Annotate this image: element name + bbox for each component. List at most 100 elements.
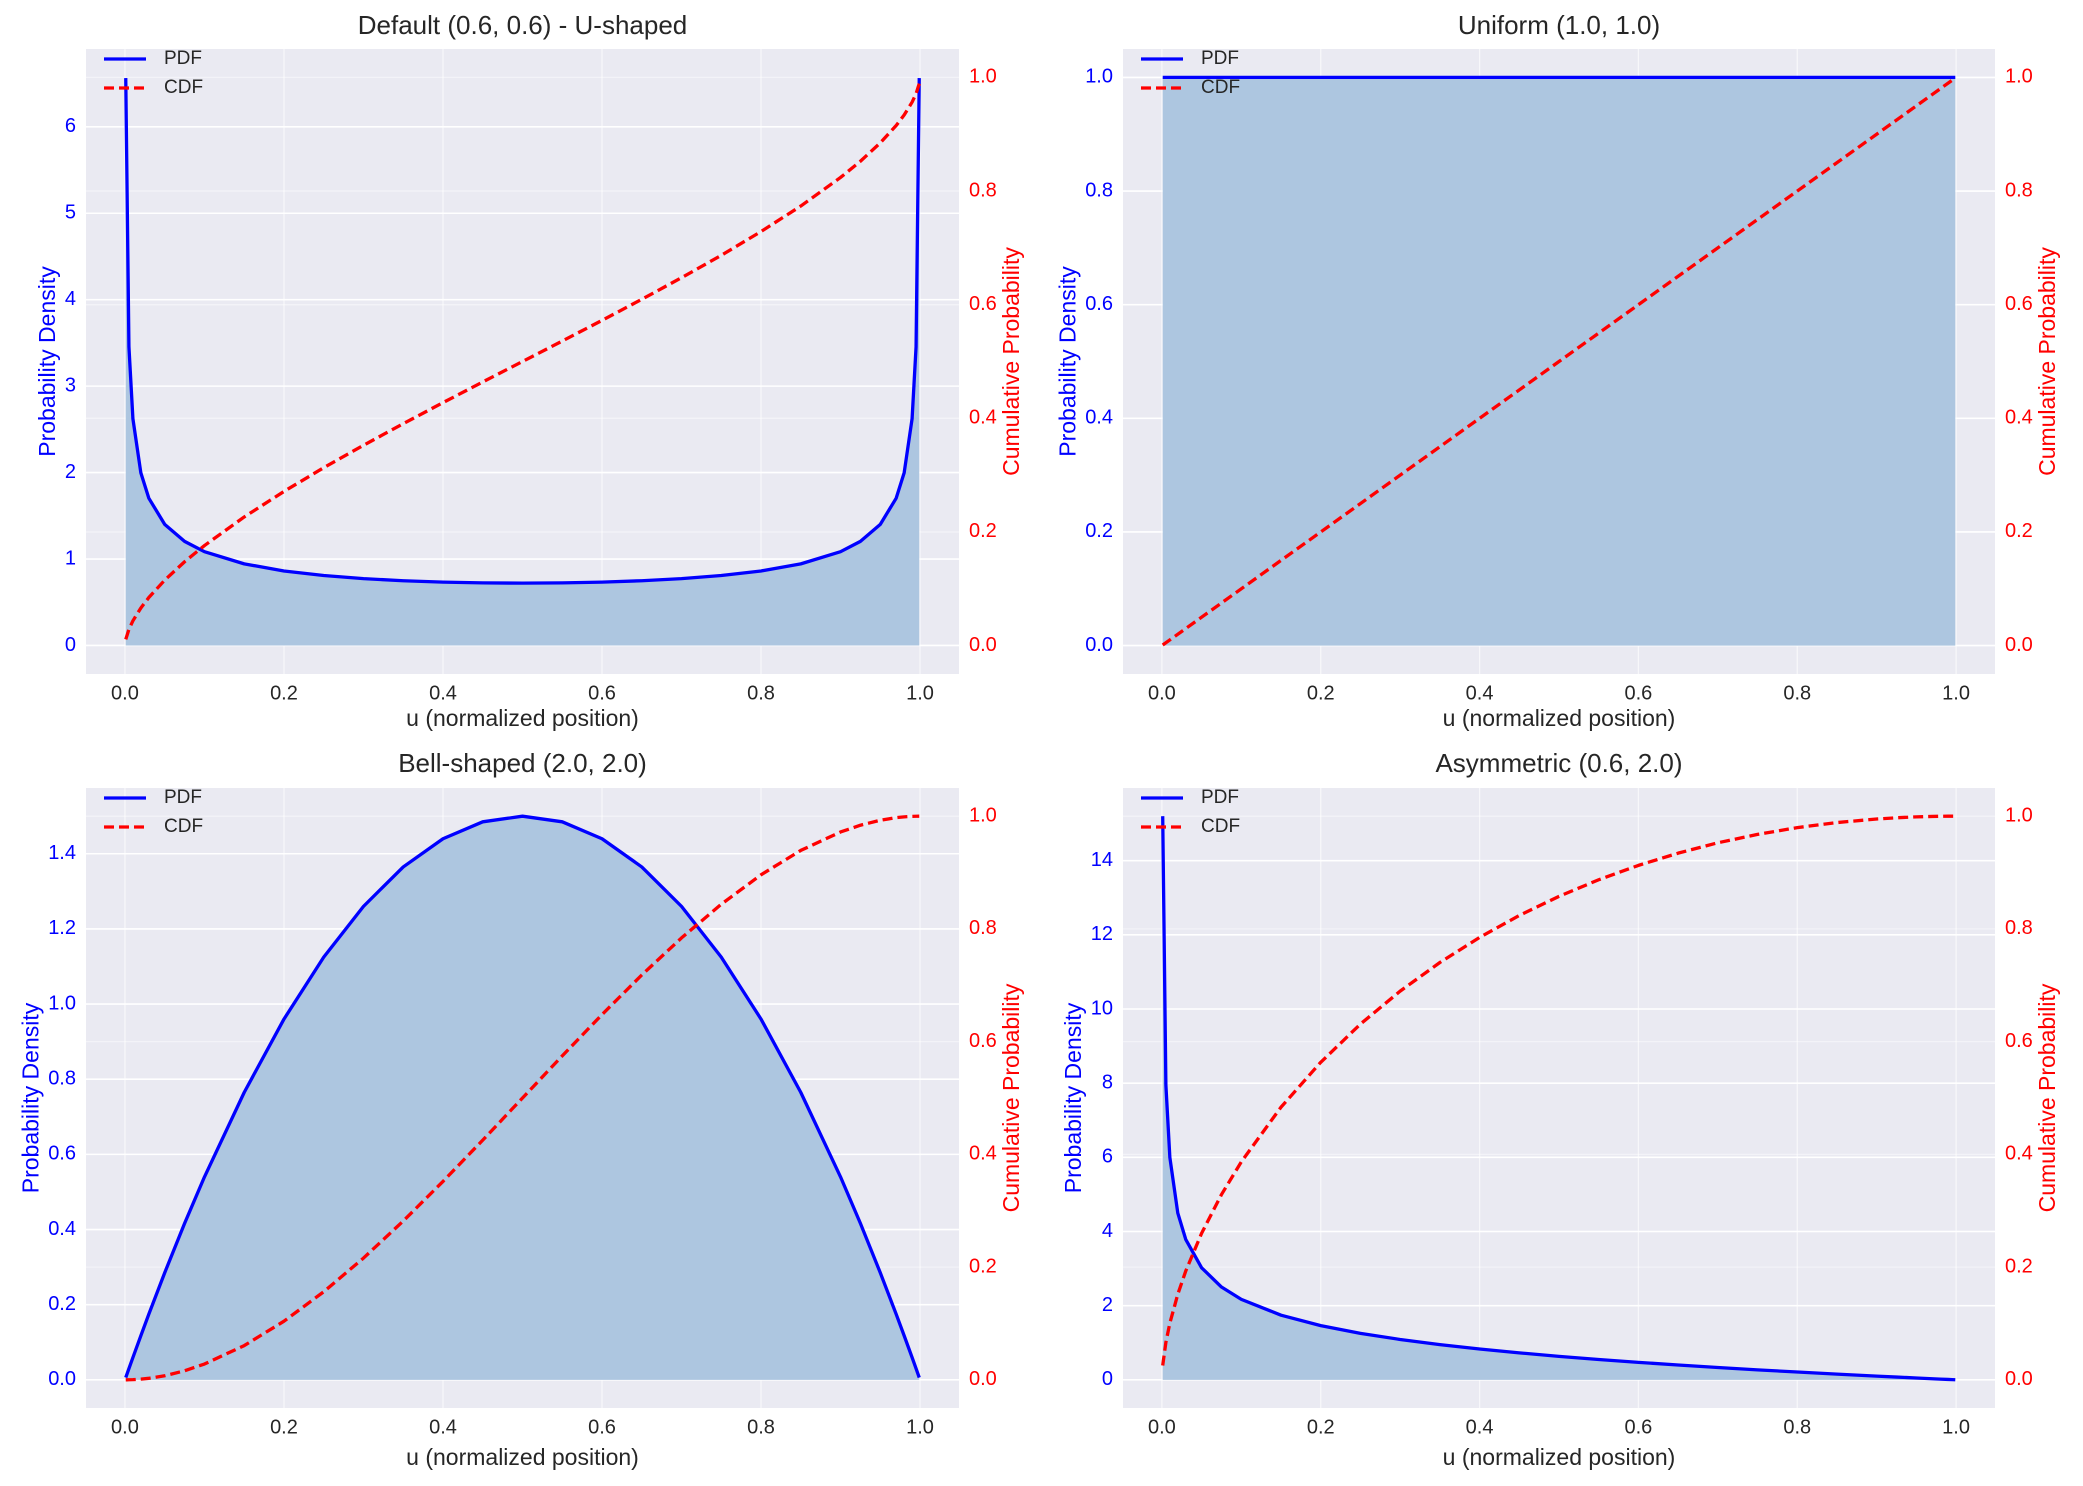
legend-label: CDF [164,77,203,98]
y-tick-label: 12 [1091,923,1113,945]
legend-label: PDF [164,48,202,69]
x-tick-label: 1.0 [906,682,934,704]
y2-tick-label: 1.0 [2005,66,2033,88]
x-tick-label: 0.2 [270,1416,298,1438]
series-line [124,78,921,585]
y-tick-label: 1.0 [1085,66,1113,88]
subplot-title: Asymmetric (0.6, 2.0) [1435,748,1682,778]
y-tick-label: 6 [1102,1146,1113,1168]
y-axis-label: Probability Density [1054,266,1080,457]
y-tick-label: 0.0 [1085,634,1113,656]
y-axis-label: Probability Density [17,1002,43,1193]
x-tick-label: 0.8 [1783,1416,1811,1438]
y-tick-label: 1.4 [48,842,76,864]
y2-tick-label: 0.4 [2005,1143,2033,1165]
x-tick-label: 0.8 [747,1416,775,1438]
y-tick-label: 0.2 [48,1293,76,1315]
y-tick-label: 0.8 [48,1067,76,1089]
y-tick-label: 0 [1102,1368,1113,1390]
x-tick-label: 0.0 [111,1416,139,1438]
y-tick-label: 10 [1091,997,1113,1019]
y2-tick-label: 1.0 [2005,804,2033,826]
plot-area [1161,814,1956,1382]
y2-tick-label: 0.8 [969,917,997,939]
x-tick-label: 0.8 [747,682,775,704]
subplot-title: Default (0.6, 0.6) - U-shaped [358,10,688,40]
subplot: 0.0 0.2 0.4 0.6 0.8 1.0 0.0 0.2 0.4 0.6 0.8 1.0 0.0 0… [1054,10,2060,731]
y-tick-label: 6 [65,115,76,137]
subplot-title: Uniform (1.0, 1.0) [1458,10,1660,40]
y-tick-label: 0.4 [1085,407,1113,429]
y-tick-label: 0.2 [1085,520,1113,542]
y-axis-label: Probability Density [1060,1002,1086,1193]
area [1162,816,1956,1380]
x-tick-label: 0.2 [270,682,298,704]
x-tick-label: 0.4 [429,1416,457,1438]
subplot: 0.0 0.2 0.4 0.6 0.8 1.0 0 2 4 6 8 10 12 14 0.0 0.2 0.4 0.… [1060,748,2060,1470]
y2-tick-label: 0.0 [2005,634,2033,656]
y2-tick-label: 0.4 [2005,407,2033,429]
y-tick-label: 2 [65,461,76,483]
legend-label: CDF [164,816,203,837]
y2-axis-label: Cumulative Probability [998,983,1024,1212]
legend-label: CDF [1201,77,1240,98]
y-tick-label: 4 [65,288,76,310]
y-tick-label: 5 [65,202,76,224]
x-axis-label: u (normalized position) [406,1444,639,1470]
legend: PDF CDF [1141,48,1240,98]
y-tick-label: 14 [1091,849,1113,871]
y2-tick-label: 0.4 [969,1143,997,1165]
series-line [124,814,921,1379]
x-tick-label: 0.0 [111,682,139,704]
plot-area [124,814,921,1382]
legend: PDF CDF [104,787,203,837]
y-tick-label: 0.6 [48,1143,76,1165]
x-axis-label: u (normalized position) [1443,705,1676,731]
x-tick-label: 1.0 [1942,682,1970,704]
x-tick-label: 0.4 [1466,1416,1494,1438]
y2-tick-label: 0.0 [969,634,997,656]
x-tick-label: 0.2 [1307,1416,1335,1438]
y-tick-label: 4 [1102,1220,1113,1242]
y-tick-label: 3 [65,374,76,396]
y2-tick-label: 0.8 [2005,179,2033,201]
y-tick-label: 2 [1102,1294,1113,1316]
y-tick-label: 1.2 [48,917,76,939]
y2-tick-label: 0.8 [969,179,997,201]
x-tick-label: 0.6 [1625,682,1653,704]
y2-tick-label: 0.2 [969,520,997,542]
subplot: 0.0 0.2 0.4 0.6 0.8 1.0 0.0 0.2 0.4 0.6 0.8 1.0 1.2 1… [17,748,1024,1470]
x-tick-label: 0.6 [588,682,616,704]
y2-tick-label: 0.2 [969,1255,997,1277]
series-line [1161,76,1957,647]
y2-tick-label: 0.6 [2005,293,2033,315]
x-tick-label: 1.0 [1942,1416,1970,1438]
x-tick-label: 0.8 [1783,682,1811,704]
legend-label: PDF [1201,48,1239,69]
y-tick-label: 0.6 [1085,293,1113,315]
legend: PDF CDF [1141,787,1240,837]
series-line [1161,814,1956,1366]
subplot: 0.0 0.2 0.4 0.6 0.8 1.0 0 1 2 3 4 5 6 0.0 0.2 0.4 0.6 0.8… [34,10,1024,731]
x-tick-label: 0.4 [1466,682,1494,704]
y2-axis-label: Cumulative Probability [2034,983,2060,1212]
y2-tick-label: 0.6 [969,293,997,315]
plot-area [1161,75,1957,647]
plot-background [1123,788,1995,1408]
legend: PDF CDF [104,48,203,98]
y2-tick-label: 1.0 [969,804,997,826]
x-tick-label: 0.0 [1148,1416,1176,1438]
x-tick-label: 0.4 [429,682,457,704]
x-axis-label: u (normalized position) [406,705,639,731]
y2-tick-label: 0.0 [2005,1368,2033,1390]
legend-label: CDF [1201,816,1240,837]
y2-tick-label: 0.2 [2005,1255,2033,1277]
series-line [125,814,920,1382]
y-tick-label: 0 [65,634,76,656]
x-axis-label: u (normalized position) [1443,1444,1676,1470]
y2-tick-label: 0.8 [2005,917,2033,939]
y-tick-label: 0.4 [48,1218,76,1240]
series-line [1161,816,1956,1382]
y2-tick-label: 0.4 [969,407,997,429]
x-tick-label: 0.0 [1148,682,1176,704]
